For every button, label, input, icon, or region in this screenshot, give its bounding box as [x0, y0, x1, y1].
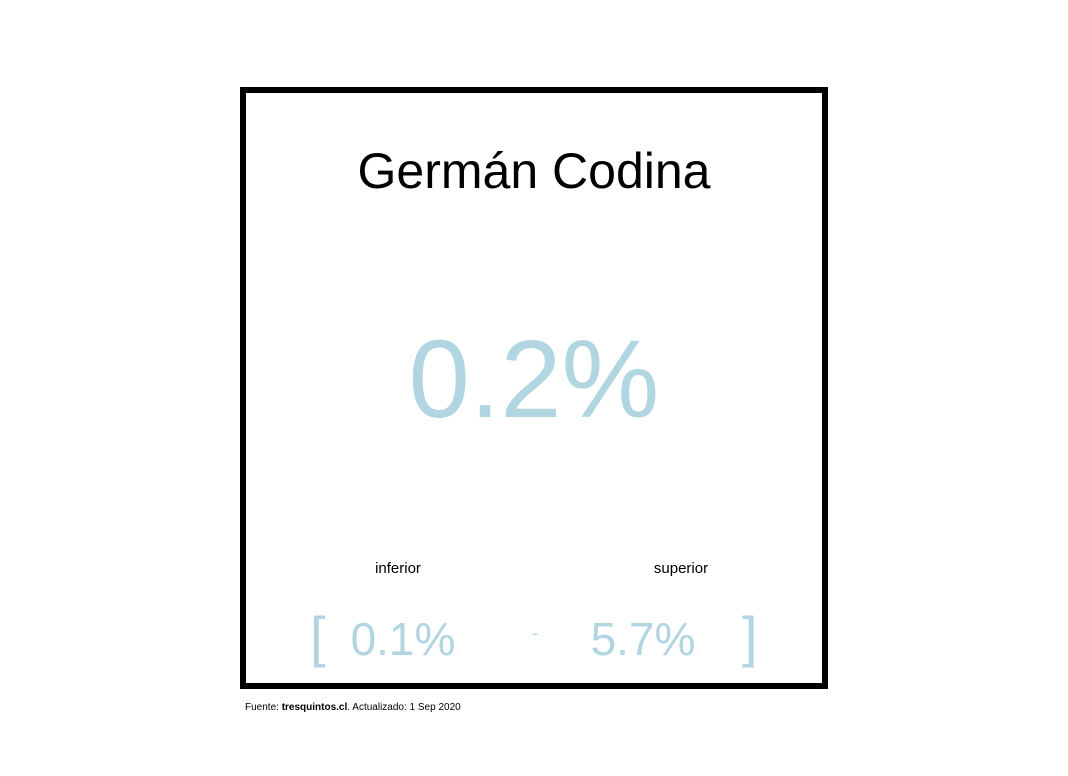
source-prefix: Fuente: — [245, 702, 282, 713]
updated-text: . Actualizado: 1 Sep 2020 — [347, 702, 461, 713]
range-separator: - — [532, 623, 538, 643]
open-bracket: [ — [310, 605, 326, 668]
result-card: Germán Codina 0.2% inferior superior [ 0… — [240, 87, 828, 689]
close-bracket: ] — [742, 605, 758, 668]
upper-bound-value: 5.7% — [590, 613, 696, 665]
lower-bound-value: 0.1% — [350, 613, 456, 665]
confidence-range: [ 0.1% - 5.7% ] — [246, 607, 822, 667]
upper-bound-label: superior — [653, 560, 709, 577]
estimate-value: 0.2% — [408, 318, 660, 441]
lower-bound-label: inferior — [375, 560, 421, 577]
source-footer: Fuente: tresquintos.cl. Actualizado: 1 S… — [245, 701, 461, 715]
candidate-name: Germán Codina — [357, 143, 711, 199]
source-name: tresquintos.cl — [281, 702, 348, 713]
